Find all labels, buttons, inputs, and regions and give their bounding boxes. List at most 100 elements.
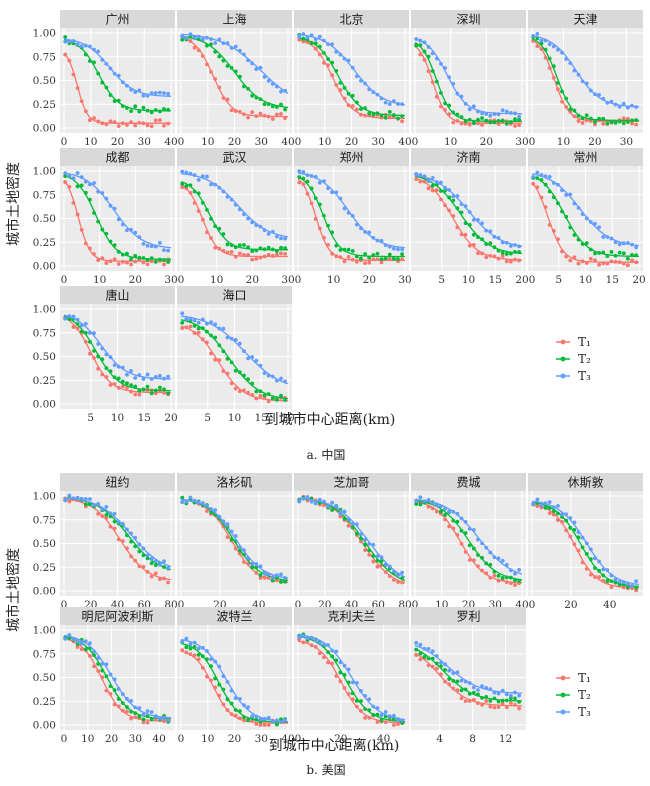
data-point	[547, 42, 552, 47]
data-series	[414, 640, 523, 698]
fitted-curve	[63, 498, 172, 581]
data-point	[488, 113, 493, 118]
fitted-curve	[414, 644, 523, 694]
data-point	[75, 42, 80, 47]
facet-title: 济南	[456, 150, 480, 165]
data-point	[342, 259, 347, 264]
data-point	[279, 251, 283, 256]
data-series	[63, 633, 172, 723]
data-point	[496, 691, 501, 696]
data-point	[279, 393, 283, 398]
data-point	[116, 262, 121, 266]
x-tick-label: 20	[129, 274, 142, 286]
data-point	[426, 179, 431, 184]
data-point	[350, 93, 355, 98]
data-point	[513, 124, 517, 128]
y-tick-label: 0.50	[33, 672, 56, 684]
data-point	[233, 386, 238, 391]
x-tick-label: 5	[438, 274, 445, 286]
x-tick-label: 20	[588, 136, 601, 148]
x-tick-label: 40	[603, 599, 616, 611]
data-point	[279, 89, 283, 94]
data-series	[531, 181, 639, 268]
data-point	[125, 709, 129, 714]
data-series	[297, 32, 406, 107]
data-point	[166, 91, 171, 96]
data-point	[517, 706, 522, 711]
data-point	[246, 356, 250, 361]
data-point	[75, 639, 80, 644]
data-point	[621, 101, 626, 106]
data-point	[157, 240, 162, 245]
fitted-curve	[414, 41, 522, 122]
data-point	[593, 251, 597, 256]
facet-panel: 罗利 4 8 12	[411, 607, 526, 745]
data-point	[480, 123, 484, 127]
data-point	[129, 698, 133, 703]
data-point	[67, 493, 72, 498]
x-tick-label: 0	[61, 733, 68, 745]
data-point	[141, 105, 146, 110]
x-tick-label: 10	[111, 412, 124, 424]
data-point	[451, 120, 456, 125]
data-point	[166, 374, 171, 379]
data-point	[141, 712, 146, 717]
data-point	[149, 124, 154, 129]
data-point	[367, 111, 372, 116]
data-point	[539, 38, 544, 43]
x-tick-label: 30	[372, 136, 385, 148]
data-point	[250, 110, 255, 115]
data-series	[531, 34, 639, 126]
y-tick-label: 0.25	[33, 562, 56, 574]
x-tick-label: 15	[489, 274, 502, 286]
facet-strip	[411, 10, 526, 28]
data-point	[609, 585, 614, 590]
data-series	[180, 636, 289, 725]
y-tick-label: 0.50	[33, 538, 56, 550]
data-point	[496, 573, 501, 578]
data-point	[455, 679, 460, 684]
facet-strip	[411, 148, 526, 166]
fitted-curve	[63, 634, 172, 719]
data-point	[112, 511, 117, 516]
data-point	[387, 102, 392, 107]
data-point	[305, 495, 310, 499]
data-point	[500, 250, 505, 255]
x-tick-label: 20	[228, 136, 241, 148]
data-point	[504, 252, 509, 256]
x-axis-label-china: 到城市中心距离(km)	[265, 411, 396, 428]
data-point	[283, 236, 288, 241]
data-point	[576, 119, 581, 123]
y-tick-label: 1.00	[33, 491, 56, 503]
x-tick-label: 20	[632, 274, 645, 286]
data-point	[83, 496, 88, 501]
fitted-curve	[63, 172, 172, 249]
data-point	[129, 257, 133, 261]
data-point	[83, 321, 88, 326]
fitted-curve	[414, 498, 523, 575]
data-point	[630, 583, 634, 588]
data-point	[149, 110, 154, 115]
data-point	[367, 260, 372, 265]
y-tick-label: 0.75	[33, 327, 56, 339]
facet-strip	[177, 148, 292, 166]
facet-title: 费城	[456, 476, 480, 490]
data-point	[471, 232, 476, 237]
legend-label-t3: T₃	[578, 705, 591, 719]
data-point	[471, 121, 476, 126]
x-tick-label: 0	[529, 599, 536, 611]
data-point	[133, 123, 138, 128]
facet-panel: 休斯敦 0 20 40	[528, 473, 643, 611]
data-point	[396, 116, 400, 121]
data-series	[180, 32, 289, 94]
data-point	[262, 723, 267, 727]
data-point	[447, 682, 452, 687]
data-point	[422, 654, 427, 659]
data-point	[484, 255, 489, 260]
data-point	[63, 35, 68, 39]
data-point	[543, 505, 548, 510]
data-point	[500, 254, 505, 258]
data-point	[414, 640, 419, 645]
data-point	[149, 391, 154, 396]
fitted-curve	[180, 315, 289, 385]
